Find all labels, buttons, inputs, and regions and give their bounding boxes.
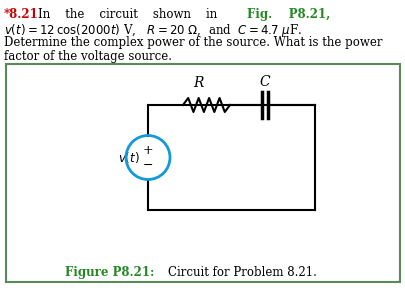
Bar — [6, 64, 399, 282]
Text: R: R — [193, 76, 203, 90]
Text: In    the    circuit    shown    in: In the circuit shown in — [38, 8, 224, 21]
Text: $v(t)$: $v(t)$ — [118, 150, 140, 165]
Text: −: − — [143, 159, 153, 172]
Text: Circuit for Problem 8.21.: Circuit for Problem 8.21. — [168, 266, 316, 279]
Text: $v(t) = 12\,\cos(2000t)$ V,   $R = 20\ \Omega$,  and  $C = 4.7\ \mu$F.: $v(t) = 12\,\cos(2000t)$ V, $R = 20\ \Om… — [4, 22, 301, 39]
Text: Figure P8.21:: Figure P8.21: — [65, 266, 154, 279]
Text: *8.21: *8.21 — [4, 8, 38, 21]
Text: Fig.    P8.21,: Fig. P8.21, — [246, 8, 329, 21]
Text: Determine the complex power of the source. What is the power: Determine the complex power of the sourc… — [4, 36, 382, 49]
Text: +: + — [142, 144, 153, 157]
Text: factor of the voltage source.: factor of the voltage source. — [4, 50, 172, 63]
Text: C: C — [259, 75, 270, 89]
